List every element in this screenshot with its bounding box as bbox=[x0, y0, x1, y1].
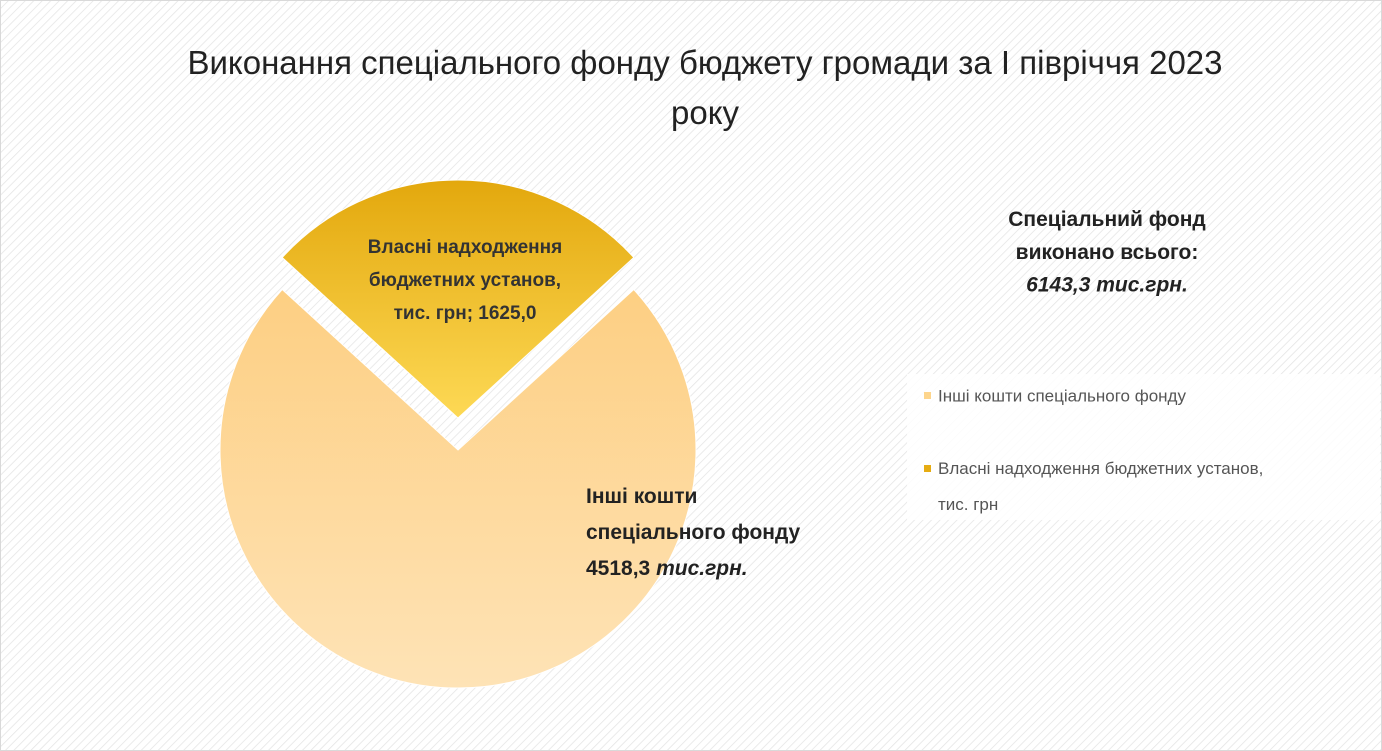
legend-label: Власні надходження бюджетних установ, тис… bbox=[938, 459, 1263, 514]
data-label-value: 4518,3 bbox=[586, 557, 650, 580]
pie-slice bbox=[219, 288, 697, 689]
annotation-line: виконано всього: bbox=[1016, 241, 1199, 264]
legend-label: Інші кошти спеціального фонду bbox=[938, 386, 1186, 405]
annotation-line: Спеціальний фонд bbox=[1008, 208, 1205, 231]
title-line: Виконання спеціального фонду бюджету гро… bbox=[187, 44, 1222, 81]
data-label-name: спеціального фонду bbox=[586, 521, 801, 544]
data-label-separator: ; bbox=[467, 303, 479, 324]
data-label-name: бюджетних установ, bbox=[369, 270, 561, 291]
data-label-name: Власні надходження bbox=[368, 237, 562, 258]
legend-swatch bbox=[924, 392, 931, 399]
title-line: року bbox=[671, 94, 740, 131]
annotation: Спеціальний фонд виконано всього: bbox=[1008, 208, 1205, 264]
chart-title: Виконання спеціального фонду бюджету гро… bbox=[187, 44, 1222, 131]
legend-swatch bbox=[924, 465, 931, 472]
data-label-unit: тис.грн. bbox=[650, 557, 747, 580]
legend-label-line: тис. грн bbox=[938, 495, 998, 514]
pie-slice bbox=[281, 179, 635, 419]
data-label-value: 1625,0 bbox=[478, 303, 536, 324]
data-label-name: Інші кошти bbox=[586, 485, 697, 508]
data-label-name: тис. грн bbox=[394, 303, 467, 324]
legend-box bbox=[907, 374, 1380, 520]
annotation-value: 6143,3 тис.грн. bbox=[1026, 274, 1188, 297]
data-label: Власні надходження бюджетних установ, тис.… bbox=[368, 237, 562, 324]
legend-label-line: Власні надходження бюджетних установ, bbox=[938, 459, 1263, 478]
data-label: Інші кошти спеціального фонду 4518,3 тис.г… bbox=[586, 485, 801, 580]
